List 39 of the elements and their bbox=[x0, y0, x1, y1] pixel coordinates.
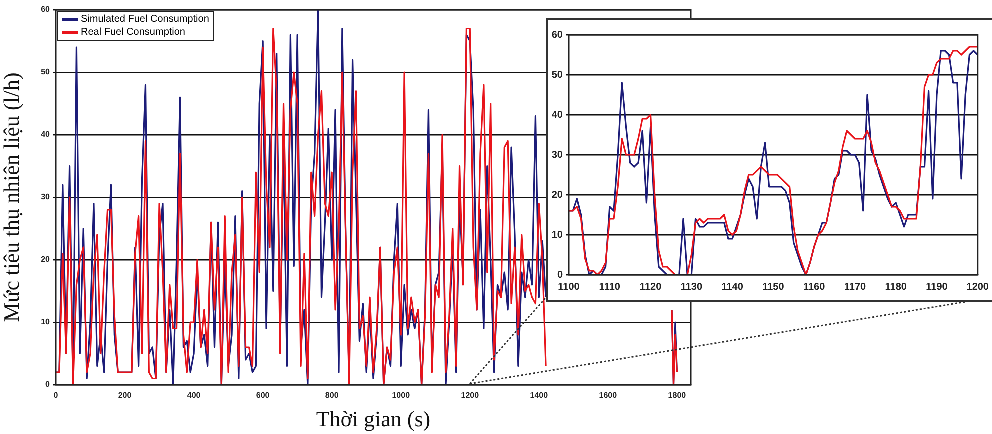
x-tick-label: 1600 bbox=[599, 391, 618, 400]
y-tick-label: 50 bbox=[41, 68, 51, 77]
legend-label: Real Fuel Consumption bbox=[81, 27, 186, 38]
x-tick-label: 800 bbox=[325, 391, 340, 400]
x-tick-label: 1200 bbox=[966, 282, 990, 293]
x-tick-label: 1190 bbox=[926, 282, 948, 293]
x-tick-label: 400 bbox=[187, 391, 202, 400]
x-tick-label: 1150 bbox=[762, 282, 785, 293]
y-tick-label: 60 bbox=[41, 5, 51, 14]
x-tick-label: 1130 bbox=[680, 282, 703, 293]
x-tick-label: 1400 bbox=[530, 391, 549, 400]
y-tick-label: 30 bbox=[552, 150, 564, 161]
x-tick-label: 200 bbox=[118, 391, 132, 400]
y-tick-label: 40 bbox=[552, 110, 564, 121]
y-tick-label: 0 bbox=[557, 270, 564, 281]
y-tick-label: 20 bbox=[552, 190, 564, 201]
y-tick-label: 0 bbox=[46, 380, 51, 390]
y-axis-title: Mức tiêu thụ nhiên liệu (l/h) bbox=[0, 72, 24, 322]
x-tick-label: 1200 bbox=[461, 391, 480, 400]
x-axis-title: Thời gian (s) bbox=[316, 406, 431, 432]
x-tick-label: 1120 bbox=[640, 282, 662, 293]
x-tick-label: 1800 bbox=[668, 391, 687, 400]
x-tick-label: 0 bbox=[54, 391, 59, 400]
x-tick-label: 1110 bbox=[599, 282, 621, 293]
x-tick-label: 600 bbox=[256, 391, 270, 400]
y-tick-label: 60 bbox=[552, 30, 564, 41]
y-tick-label: 10 bbox=[41, 318, 51, 327]
y-tick-label: 50 bbox=[552, 70, 564, 81]
y-tick-label: 20 bbox=[41, 255, 51, 264]
x-tick-label: 1170 bbox=[844, 282, 866, 293]
x-tick-label: 1000 bbox=[392, 391, 411, 400]
x-tick-label: 1180 bbox=[885, 282, 908, 293]
x-tick-label: 1140 bbox=[722, 282, 744, 293]
legend-label: Simulated Fuel Consumption bbox=[81, 14, 210, 25]
y-tick-label: 30 bbox=[41, 192, 51, 202]
y-tick-label: 40 bbox=[41, 130, 51, 140]
x-tick-label: 1160 bbox=[803, 282, 826, 293]
x-tick-label: 1100 bbox=[558, 282, 580, 293]
y-tick-label: 10 bbox=[552, 230, 564, 241]
